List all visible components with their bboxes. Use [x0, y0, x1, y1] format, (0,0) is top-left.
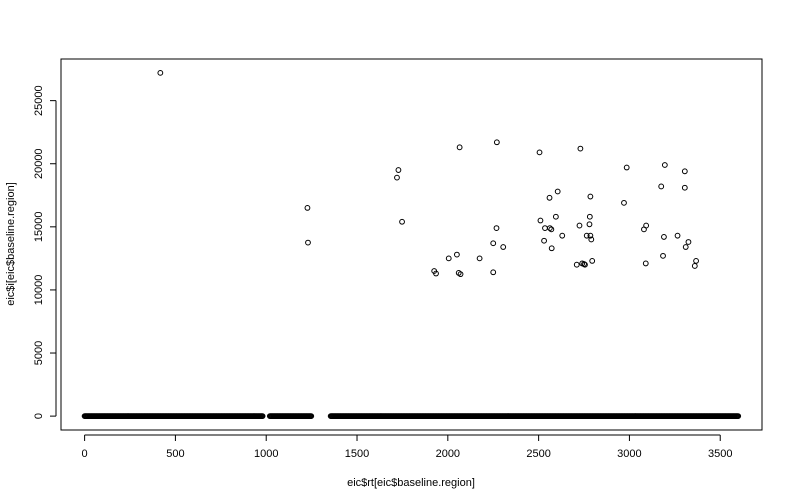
- data-point: [546, 194, 553, 201]
- x-axis-label: eic$rt[eic$baseline.region]: [347, 477, 475, 489]
- data-point: [399, 218, 405, 225]
- x-tick-label: 1000: [254, 448, 278, 460]
- data-point: [542, 225, 548, 231]
- data-point: [693, 258, 699, 264]
- y-tick-label: 10000: [33, 275, 45, 306]
- x-tick-label: 1500: [345, 448, 369, 460]
- data-point: [552, 213, 559, 220]
- data-point: [661, 234, 667, 240]
- y-tick-label: 5000: [33, 341, 45, 365]
- data-point: [500, 244, 507, 250]
- data-point: [643, 222, 650, 229]
- data-point: [433, 270, 439, 277]
- y-tick-label: 15000: [33, 212, 45, 243]
- y-axis-label: eic$i[eic$baseline.region]: [5, 182, 17, 306]
- data-point: [559, 232, 566, 239]
- data-point: [546, 225, 553, 231]
- baseline-point: [259, 413, 266, 420]
- data-point: [582, 261, 588, 268]
- data-point: [445, 255, 452, 262]
- data-point: [454, 251, 460, 258]
- x-tick-label: 2000: [436, 448, 460, 460]
- y-tick-label: 25000: [33, 85, 45, 116]
- baseline-point: [735, 413, 742, 420]
- data-point: [587, 193, 594, 200]
- x-tick-label: 2500: [526, 448, 550, 460]
- x-tick-label: 500: [166, 448, 184, 460]
- data-point: [395, 167, 402, 173]
- y-tick-label: 0: [33, 413, 45, 419]
- data-point: [674, 232, 681, 239]
- data-point: [490, 240, 497, 247]
- data-point: [586, 221, 593, 228]
- data-point: [304, 205, 311, 211]
- data-point: [658, 183, 665, 190]
- data-point: [493, 225, 500, 231]
- data-point: [583, 232, 590, 239]
- data-point: [621, 199, 627, 206]
- data-point: [681, 184, 688, 191]
- data-point: [586, 213, 593, 220]
- data-point: [537, 217, 544, 224]
- data-point: [661, 162, 668, 168]
- data-points: [81, 69, 742, 420]
- data-point: [490, 269, 497, 276]
- data-point: [685, 239, 692, 245]
- data-point: [394, 174, 400, 181]
- baseline-point: [308, 413, 315, 420]
- data-point: [457, 271, 464, 278]
- x-tick-label: 0: [82, 448, 88, 460]
- data-point: [577, 145, 584, 152]
- x-tick-label: 3000: [617, 448, 641, 460]
- data-point: [691, 263, 698, 269]
- data-point: [660, 252, 666, 259]
- data-point: [682, 244, 689, 250]
- y-tick-label: 20000: [33, 148, 45, 179]
- data-point: [576, 222, 583, 229]
- data-point: [541, 237, 547, 244]
- y-axis: 0 5000 10000 15000 20000 25000: [33, 85, 57, 419]
- x-tick-label: 3500: [708, 448, 732, 460]
- data-point: [589, 258, 596, 264]
- data-point: [588, 236, 595, 243]
- data-point: [573, 261, 580, 268]
- data-point: [536, 149, 543, 156]
- data-point: [456, 144, 463, 151]
- data-point: [305, 239, 311, 246]
- data-point: [476, 255, 483, 262]
- data-point: [587, 232, 594, 239]
- data-point: [554, 188, 561, 195]
- data-point: [623, 164, 630, 171]
- data-point: [548, 245, 555, 252]
- data-point: [681, 168, 688, 175]
- data-point: [157, 69, 164, 76]
- data-point: [493, 139, 500, 146]
- plot-frame: [60, 58, 763, 431]
- data-point: [642, 260, 649, 267]
- data-point: [548, 226, 555, 233]
- x-axis: 0 500 1000 1500 2000 2500 3000 3500: [82, 434, 732, 460]
